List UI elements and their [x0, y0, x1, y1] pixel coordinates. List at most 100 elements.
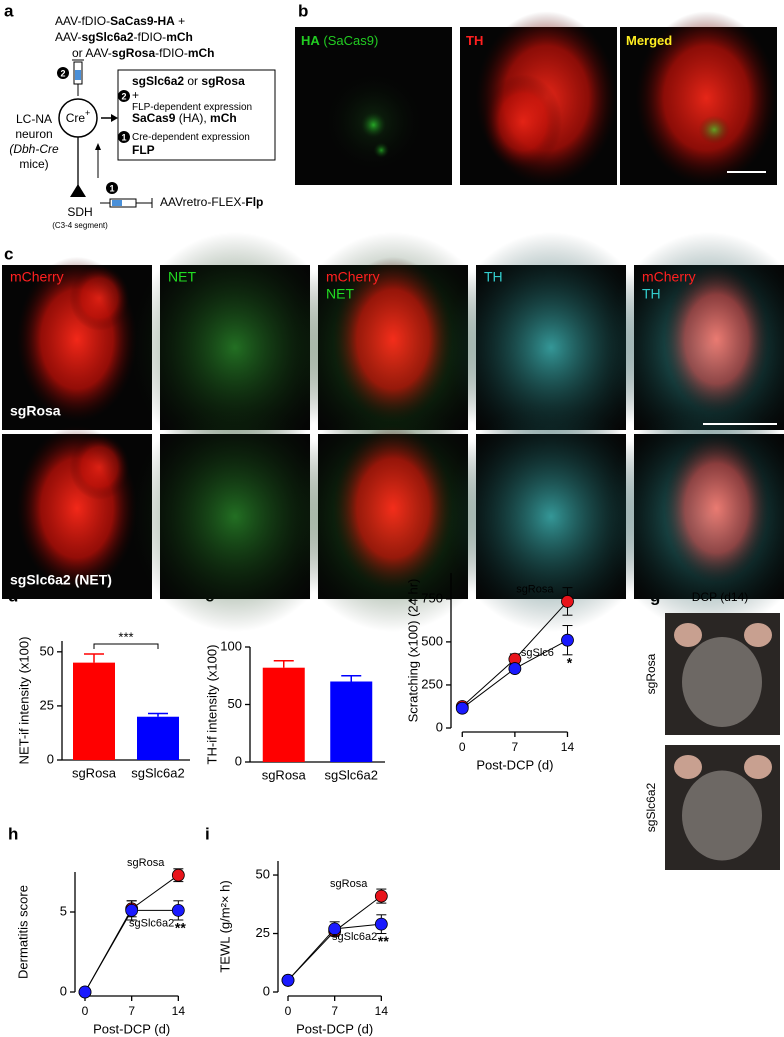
- x-tick-label: 0: [459, 740, 466, 754]
- y-tick-label: 0: [47, 751, 54, 766]
- label-part: mCh: [210, 111, 237, 125]
- label-part: HA: [301, 33, 320, 48]
- label-part: SaCas9-HA: [110, 14, 175, 28]
- series-line: [84, 874, 179, 993]
- arrow-head: [111, 114, 118, 122]
- y-tick-label: 5: [60, 903, 67, 918]
- signal: [698, 115, 730, 144]
- significance: *: [567, 655, 573, 671]
- y-tick-label: 500: [421, 633, 443, 648]
- signal: [130, 232, 340, 463]
- expression-box: [117, 69, 276, 161]
- step-number: 1: [121, 132, 126, 142]
- syringe-fluid: [75, 70, 81, 80]
- terminal: [70, 184, 86, 197]
- point: [374, 889, 388, 903]
- label-part: -fDIO-: [155, 46, 188, 60]
- point: [374, 917, 388, 931]
- series-label: sgSlc6: [521, 647, 554, 659]
- panel-letter: i: [205, 824, 210, 843]
- neuron-label: mice): [19, 157, 48, 171]
- box-line: SaCas9 (HA), mCh: [132, 111, 237, 125]
- photo-ear: [744, 755, 772, 779]
- point: [78, 985, 92, 999]
- series-label: sgSlc6a2: [129, 917, 174, 929]
- box-line: +: [132, 88, 139, 102]
- point: [455, 701, 469, 715]
- label-part: +: [175, 14, 185, 28]
- signal: [326, 74, 421, 170]
- y-axis-label: TEWL (g/m²× h): [217, 880, 232, 972]
- syringe-fluid: [112, 200, 122, 206]
- point: [281, 973, 295, 987]
- label-part: AAV-: [55, 30, 81, 44]
- label-part: Merged: [626, 33, 672, 48]
- y-tick-label: 25: [256, 925, 270, 940]
- label-part: TH: [466, 33, 483, 48]
- series-label: sgRosa: [516, 583, 554, 595]
- photo-skin: [682, 770, 762, 861]
- row-label: sgRosa: [10, 403, 61, 419]
- point: [171, 868, 185, 882]
- significance: ***: [118, 629, 133, 644]
- label-part: AAV-fDIO-: [55, 14, 110, 28]
- bar: [73, 662, 115, 760]
- label-part: or AAV-: [72, 46, 112, 60]
- step-badge: [106, 182, 118, 194]
- bar: [330, 681, 373, 762]
- x-tick-label: 0: [82, 1004, 89, 1018]
- significance: **: [175, 920, 186, 936]
- photo-ear: [744, 623, 772, 647]
- y-tick-label: 50: [256, 866, 270, 881]
- signal: [446, 232, 656, 463]
- channel-label: mCherry: [10, 269, 64, 285]
- y-tick-label: 100: [220, 638, 242, 653]
- series-label: sgRosa: [330, 878, 368, 890]
- y-tick-label: 50: [40, 643, 54, 658]
- step-badge: [118, 131, 130, 143]
- label-part: sgSlc6a2: [132, 74, 184, 88]
- signal: [333, 425, 453, 591]
- y-tick-label: 250: [421, 676, 443, 691]
- label-part: Cre-dependent expression: [132, 132, 250, 143]
- series-label: sgRosa: [127, 857, 165, 869]
- photo-row-label: sgSlc6a2: [644, 782, 658, 832]
- signal: [664, 265, 769, 414]
- point: [328, 922, 342, 936]
- photo-row-label: sgRosa: [644, 653, 658, 694]
- y-tick-label: 750: [421, 590, 443, 605]
- label-part: AAVretro-FLEX-: [160, 195, 245, 209]
- neuron-label: (Dbh-Cre: [9, 142, 59, 156]
- neuron-label: LC-NA: [16, 112, 52, 126]
- signal: [446, 401, 656, 632]
- channel-label: mCherry: [326, 269, 380, 285]
- x-tick-label: 7: [331, 1004, 338, 1018]
- channel-label: NET: [326, 286, 354, 302]
- x-tick-label: 0: [285, 1004, 292, 1018]
- vector-label: AAV-sgSlc6a2-fDIO-mCh: [55, 30, 193, 44]
- label-part: Flp: [245, 195, 263, 209]
- image-label: Merged: [626, 33, 672, 48]
- label-part: (HA),: [175, 111, 210, 125]
- photo-ear: [674, 623, 702, 647]
- box-line: FLP-dependent expression: [132, 102, 252, 113]
- x-tick-label: sgSlc6a2: [131, 765, 184, 780]
- significance-bracket: [93, 643, 159, 649]
- channel-label: NET: [168, 269, 196, 285]
- retro-label: AAVretro-FLEX-Flp: [160, 195, 263, 209]
- label-part: (SaCas9): [320, 33, 379, 48]
- y-tick-label: 0: [436, 719, 443, 734]
- label-part: FLP: [132, 143, 155, 157]
- signal: [483, 74, 563, 170]
- point: [508, 662, 522, 675]
- site-label: SDH: [67, 205, 92, 219]
- x-tick-label: 14: [561, 740, 575, 754]
- x-tick-label: sgRosa: [72, 765, 117, 780]
- point: [561, 633, 574, 647]
- step-number: 2: [121, 91, 126, 101]
- vector-label: AAV-fDIO-SaCas9-HA +: [55, 14, 185, 28]
- label-part: SaCas9: [132, 111, 176, 125]
- vector-label: or AAV-sgRosa-fDIO-mCh: [72, 46, 215, 60]
- x-axis-label: Post-DCP (d): [296, 1021, 373, 1036]
